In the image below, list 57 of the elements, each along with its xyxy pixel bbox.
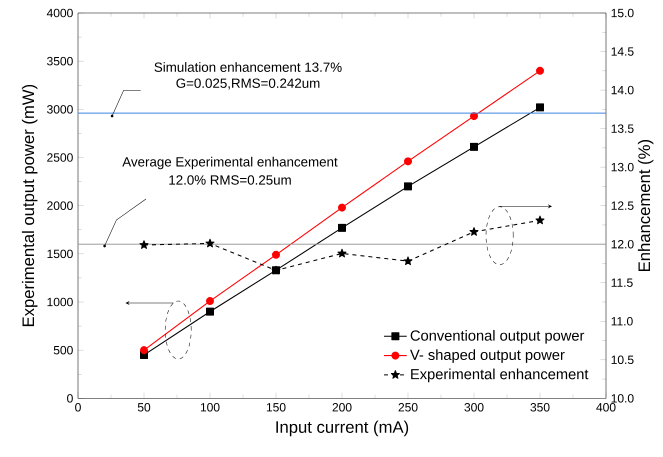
point [536,216,544,224]
point [338,204,346,212]
x-tick-label: 150 [266,403,286,412]
point [470,112,478,120]
y2-tick-label: 12.0 [612,240,634,248]
y-tick-label: 2000 [47,201,73,210]
y2-tick-label: 15.0 [612,8,634,18]
legend-label: Experimental enhancement [411,368,588,382]
legend-label: Conventional output power [410,330,584,344]
y2-tick-label: 10.5 [612,356,634,364]
y2-tick-label: 13.0 [612,162,634,172]
legend-label: V- shaped output power [410,349,565,363]
y2-tick-label: 11.5 [612,278,633,287]
x-tick-label: 300 [464,403,484,412]
y-tick-label: 500 [54,346,73,354]
point [206,297,214,306]
annotation: Simulation enhancement 13.7% [154,62,342,72]
point [272,250,280,259]
x-tick-label: 200 [332,403,352,412]
y2-tick-label: 13.5 [612,124,634,133]
y-tick-label: 4000 [46,8,73,18]
y-tick-label: 3500 [47,56,73,66]
point [536,103,544,112]
y-axis-title: Experimental output power (mW) [22,84,38,326]
x-tick-label: 100 [200,403,220,412]
y-tick-label: 1500 [48,250,73,258]
point [404,157,412,166]
point [206,238,214,248]
y-tick-label: 1000 [48,298,73,306]
point [140,240,148,249]
point [338,248,346,258]
y2-axis-title: Enhancement (%) [638,140,654,272]
y2-tick-label: 11.0 [612,317,633,326]
y2-tick-label: 12.5 [612,201,634,210]
y2-tick-label: 10.0 [612,394,634,403]
point [140,346,148,354]
annotation: Average Experimental enhancement [122,156,338,170]
x-tick-label: 350 [530,403,550,412]
point [536,66,544,75]
x-axis-title: Input current (mA) [276,420,408,436]
y-tick-label: 2500 [47,153,73,162]
point [404,256,412,266]
y-tick-label: 3000 [47,105,73,114]
y-tick-label: 0 [67,394,73,403]
point [206,308,214,316]
point [338,224,346,232]
x-tick-label: 50 [138,403,150,412]
annotation: 12.0% RMS=0.25um [169,175,291,185]
x-tick-label: 400 [596,403,616,412]
point [404,182,412,190]
x-tick-label: 0 [75,403,81,412]
y2-tick-label: 14.5 [612,47,634,56]
x-tick-label: 250 [398,403,418,412]
annotation: G=0.025,RMS=0.242um [176,78,320,90]
point [470,227,478,236]
y2-tick-label: 14.0 [612,86,634,94]
point [470,142,478,151]
